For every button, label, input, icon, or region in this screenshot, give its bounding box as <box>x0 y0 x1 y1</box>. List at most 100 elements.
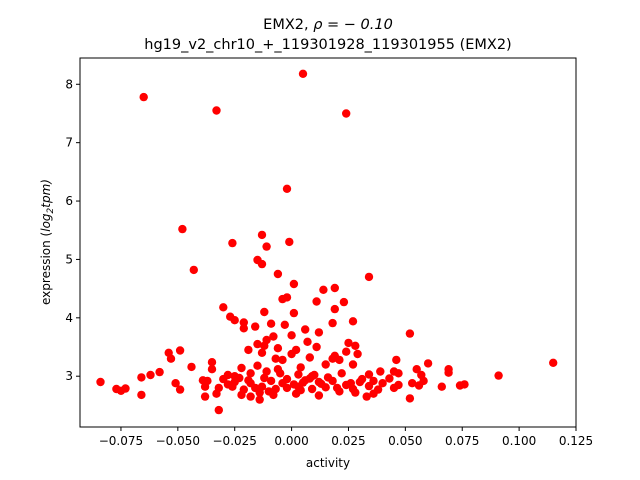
data-point <box>219 303 228 312</box>
data-point <box>307 372 317 381</box>
data-point <box>207 358 217 367</box>
data-point <box>257 259 267 269</box>
data-point <box>323 373 333 382</box>
data-point <box>282 184 292 193</box>
data-point <box>257 348 267 357</box>
data-point <box>278 294 287 304</box>
data-point <box>364 272 374 282</box>
data-point <box>187 362 196 372</box>
data-point <box>342 380 351 390</box>
data-point <box>362 392 371 401</box>
data-point <box>314 328 324 337</box>
data-point <box>237 363 246 373</box>
data-point <box>264 387 273 396</box>
data-point <box>271 354 280 363</box>
data-point <box>342 109 351 118</box>
data-point <box>301 325 310 334</box>
data-point <box>296 363 305 372</box>
y-axis-label-prefix: expression ( <box>39 232 53 305</box>
x-tick-label: 0.050 <box>388 434 422 448</box>
data-point <box>239 324 248 333</box>
data-point <box>298 69 308 79</box>
data-point <box>348 360 358 369</box>
data-point <box>342 347 351 356</box>
data-point <box>335 387 344 396</box>
data-point <box>166 354 176 363</box>
chart-title-line2: hg19_v2_chr10_+_119301928_119301955 (EMX… <box>144 37 511 53</box>
data-point <box>214 405 223 415</box>
data-point <box>260 307 269 317</box>
y-tick-label: 8 <box>65 77 73 91</box>
data-point <box>319 285 328 294</box>
data-point <box>423 359 433 368</box>
data-point <box>364 370 374 379</box>
data-point <box>212 106 221 115</box>
data-point <box>339 297 349 307</box>
data-point <box>312 297 321 306</box>
data-point <box>137 390 146 400</box>
x-tick-label: 0.000 <box>274 434 308 448</box>
data-point <box>255 388 264 397</box>
data-point <box>348 317 358 326</box>
data-point <box>139 92 148 102</box>
data-point <box>364 381 374 391</box>
data-point <box>289 308 299 318</box>
data-point <box>549 358 558 367</box>
data-point <box>255 395 264 404</box>
data-point <box>378 379 387 388</box>
x-axis-ticks: −0.075 −0.050 −0.025 0.000 0.025 0.050 0.075 0.… <box>99 427 593 448</box>
data-point <box>294 370 303 379</box>
data-point <box>328 318 337 328</box>
y-axis-label-suffix: tpm) <box>39 179 53 208</box>
data-point <box>253 361 262 370</box>
data-point <box>351 341 360 350</box>
x-axis-label: activity <box>306 456 350 470</box>
data-point <box>237 390 246 400</box>
x-tick-label: 0.100 <box>502 434 536 448</box>
data-point <box>317 379 326 388</box>
x-tick-label: 0.075 <box>445 434 479 448</box>
data-point <box>200 382 210 391</box>
data-point <box>146 370 155 380</box>
data-point <box>280 320 289 329</box>
data-point <box>230 372 239 381</box>
y-tick-label: 6 <box>65 194 73 208</box>
data-point <box>260 373 269 383</box>
data-point <box>198 376 208 385</box>
data-point <box>260 341 269 350</box>
data-point <box>171 379 180 388</box>
data-point <box>273 269 283 279</box>
data-point <box>178 224 187 234</box>
data-point <box>353 349 362 359</box>
data-point <box>305 353 314 362</box>
data-point <box>460 380 469 389</box>
data-point <box>251 322 260 331</box>
data-point <box>389 383 399 393</box>
data-point <box>257 230 267 240</box>
data-point <box>296 386 305 395</box>
data-point <box>337 369 346 378</box>
data-point <box>212 389 221 398</box>
data-point <box>269 332 278 341</box>
data-point <box>246 369 255 378</box>
data-point <box>335 355 344 365</box>
chart-title-gene: EMX2, <box>263 17 313 33</box>
y-axis-ticks: 3 4 5 6 7 8 <box>65 77 80 383</box>
data-point <box>278 355 287 365</box>
data-point <box>287 349 296 359</box>
data-point <box>223 380 233 389</box>
data-point <box>385 374 394 383</box>
data-point <box>412 365 421 374</box>
data-point <box>312 342 321 352</box>
y-tick-label: 7 <box>65 136 73 150</box>
y-tick-label: 4 <box>65 311 73 325</box>
x-tick-label: −0.075 <box>99 434 143 448</box>
data-point <box>266 319 276 328</box>
data-point <box>351 388 360 397</box>
data-point <box>357 374 367 384</box>
data-point <box>405 394 415 403</box>
data-point <box>344 338 353 348</box>
data-point <box>228 238 237 248</box>
